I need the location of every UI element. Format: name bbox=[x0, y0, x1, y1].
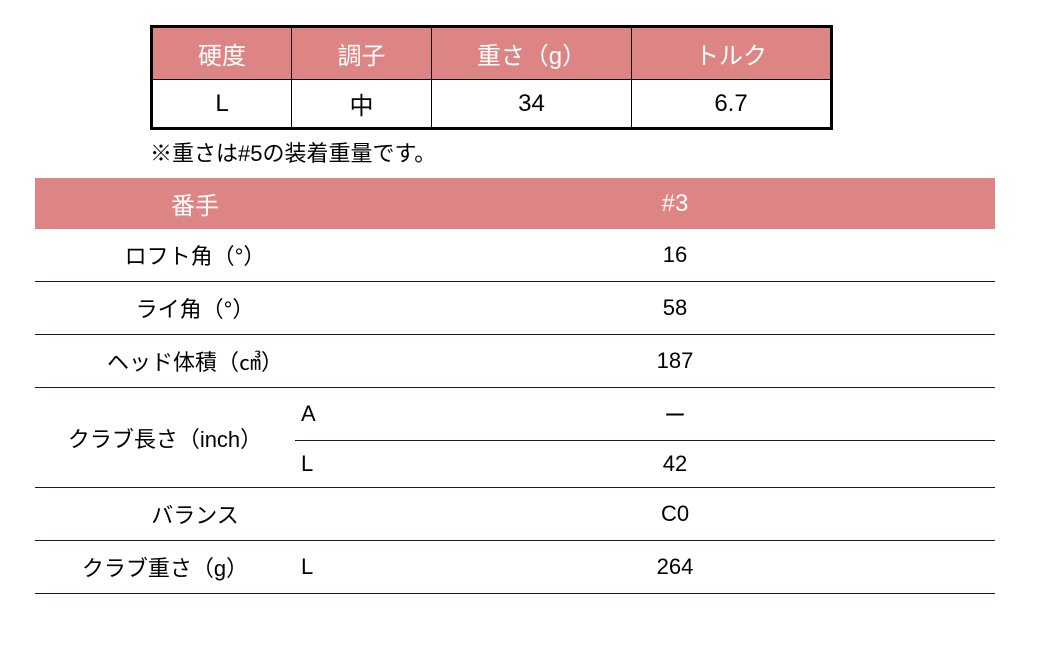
label-length-l: L bbox=[295, 441, 355, 488]
label-length: クラブ長さ（inch） bbox=[35, 388, 295, 488]
val-loft: 16 bbox=[355, 229, 995, 282]
col-hardness: 硬度 bbox=[152, 27, 292, 80]
weight-note: ※重さは#5の装着重量です。 bbox=[150, 136, 1005, 168]
val-weight: 34 bbox=[432, 80, 632, 129]
label-loft: ロフト角（°） bbox=[35, 229, 355, 282]
val-balance: C0 bbox=[355, 488, 995, 541]
val-kickpoint: 中 bbox=[292, 80, 432, 129]
val-length-l: 42 bbox=[355, 441, 995, 488]
col-club-value: #3 bbox=[355, 178, 995, 229]
val-club-weight: 264 bbox=[355, 541, 995, 594]
col-kickpoint: 調子 bbox=[292, 27, 432, 80]
val-torque: 6.7 bbox=[632, 80, 832, 129]
club-spec-table: 番手 #3 ロフト角（°） 16 ライ角（°） 58 ヘッド体積（㎤） 187 … bbox=[35, 178, 995, 594]
label-length-a: A bbox=[295, 388, 355, 441]
val-lie: 58 bbox=[355, 282, 995, 335]
col-club-number: 番手 bbox=[35, 178, 355, 229]
label-lie: ライ角（°） bbox=[35, 282, 355, 335]
label-balance: バランス bbox=[35, 488, 355, 541]
shaft-spec-table: 硬度 調子 重さ（g） トルク L 中 34 6.7 bbox=[150, 25, 833, 130]
val-length-a: ー bbox=[355, 388, 995, 441]
col-weight: 重さ（g） bbox=[432, 27, 632, 80]
label-head-vol: ヘッド体積（㎤） bbox=[35, 335, 355, 388]
val-head-vol: 187 bbox=[355, 335, 995, 388]
val-hardness: L bbox=[152, 80, 292, 129]
col-torque: トルク bbox=[632, 27, 832, 80]
label-club-weight: クラブ重さ（g） bbox=[35, 541, 295, 594]
label-club-weight-l: L bbox=[295, 541, 355, 594]
